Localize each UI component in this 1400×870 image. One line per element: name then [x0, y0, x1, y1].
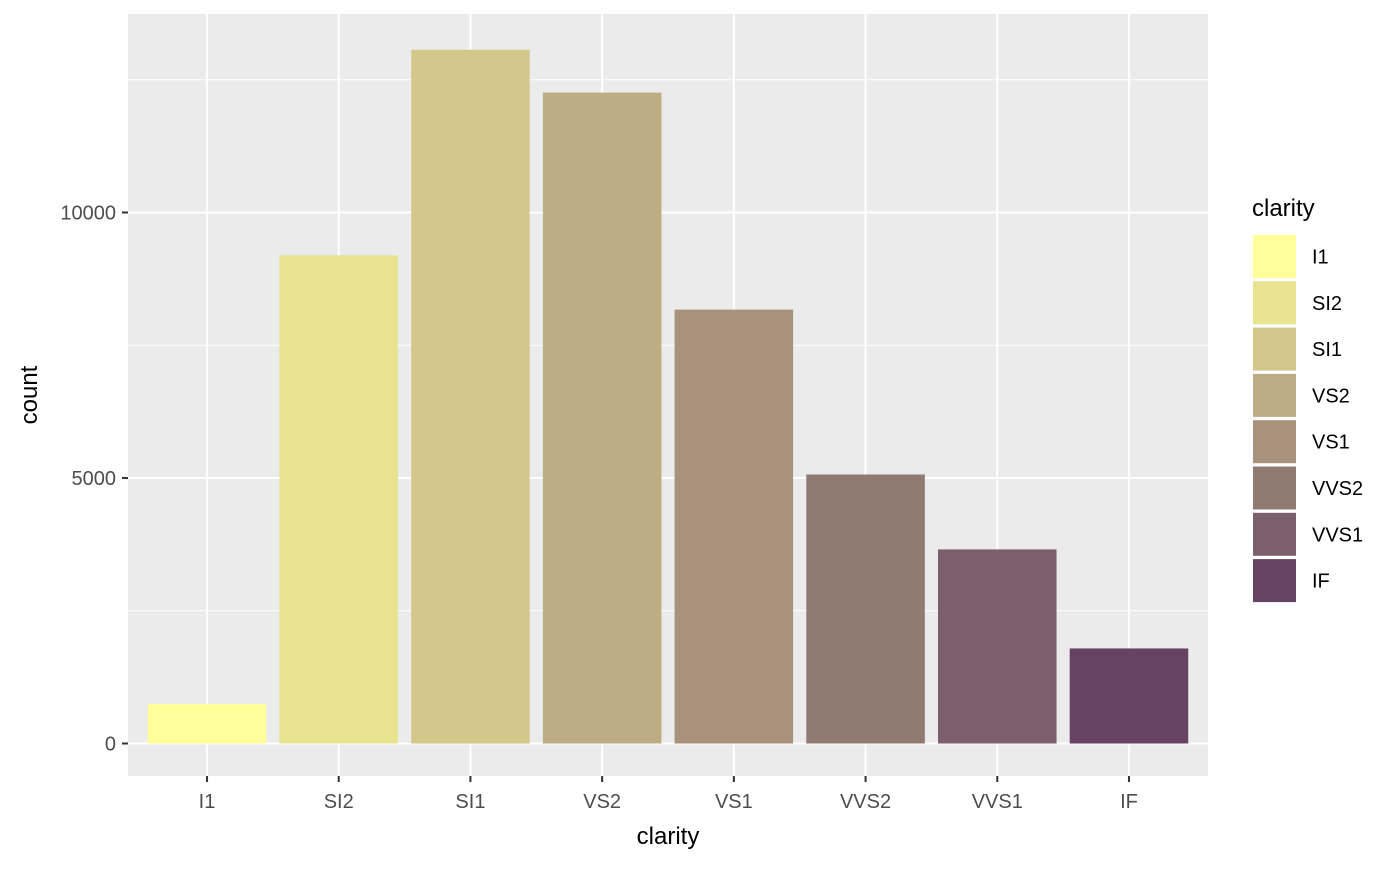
legend-key-si1 — [1253, 327, 1296, 371]
bar-vvs1 — [938, 549, 1057, 744]
bar-if — [1069, 648, 1189, 744]
legend-key-si2 — [1253, 281, 1296, 325]
legend-key-vvs2 — [1253, 466, 1296, 510]
legend-key-i1 — [1253, 235, 1296, 278]
legend-label-i1: I1 — [1312, 247, 1329, 269]
x-tick-label-vs2: VS2 — [583, 791, 621, 813]
legend-title: clarity — [1252, 195, 1315, 222]
legend-label-if: IF — [1312, 571, 1330, 593]
y-axis-title: count — [16, 365, 43, 424]
legend-label-si1: SI1 — [1312, 339, 1342, 361]
x-axis: I1 SI2 SI1 VS2 VS1 VVS2 VVS1 IF — [199, 776, 1138, 813]
y-tick-label: 0 — [105, 734, 116, 756]
x-tick-label-if: IF — [1120, 791, 1138, 813]
legend: clarity I1 SI2 SI1 VS2 VS1 VVS2 VVS1 IF — [1252, 195, 1363, 603]
y-axis: 0 5000 10000 — [60, 203, 128, 756]
x-axis-title: clarity — [637, 823, 700, 850]
x-tick-label-vvs2: VVS2 — [840, 791, 891, 813]
legend-items: I1 SI2 SI1 VS2 VS1 VVS2 VVS1 IF — [1253, 235, 1363, 603]
bar-i1 — [147, 704, 267, 744]
legend-label-vs1: VS1 — [1312, 432, 1350, 454]
x-tick-label-i1: I1 — [199, 791, 216, 813]
legend-label-si2: SI2 — [1312, 293, 1342, 315]
legend-label-vs2: VS2 — [1312, 385, 1350, 407]
bars — [147, 49, 1189, 744]
bar-vs2 — [542, 92, 662, 744]
y-tick-label: 5000 — [72, 468, 117, 490]
legend-label-vvs2: VVS2 — [1312, 478, 1363, 500]
x-tick-label-vvs1: VVS1 — [972, 791, 1023, 813]
bar-vvs2 — [806, 474, 925, 744]
y-tick-label: 10000 — [60, 203, 116, 225]
x-tick-label-si2: SI2 — [324, 791, 354, 813]
legend-key-vs2 — [1253, 373, 1296, 417]
legend-label-vvs1: VVS1 — [1312, 524, 1363, 546]
bar-vs1 — [674, 309, 794, 744]
x-tick-label-si1: SI1 — [455, 791, 485, 813]
legend-key-if — [1253, 559, 1296, 603]
bar-si1 — [411, 49, 530, 744]
legend-key-vvs1 — [1253, 512, 1296, 556]
bar-si2 — [279, 255, 398, 744]
x-tick-label-vs1: VS1 — [715, 791, 753, 813]
legend-key-vs1 — [1253, 420, 1296, 464]
